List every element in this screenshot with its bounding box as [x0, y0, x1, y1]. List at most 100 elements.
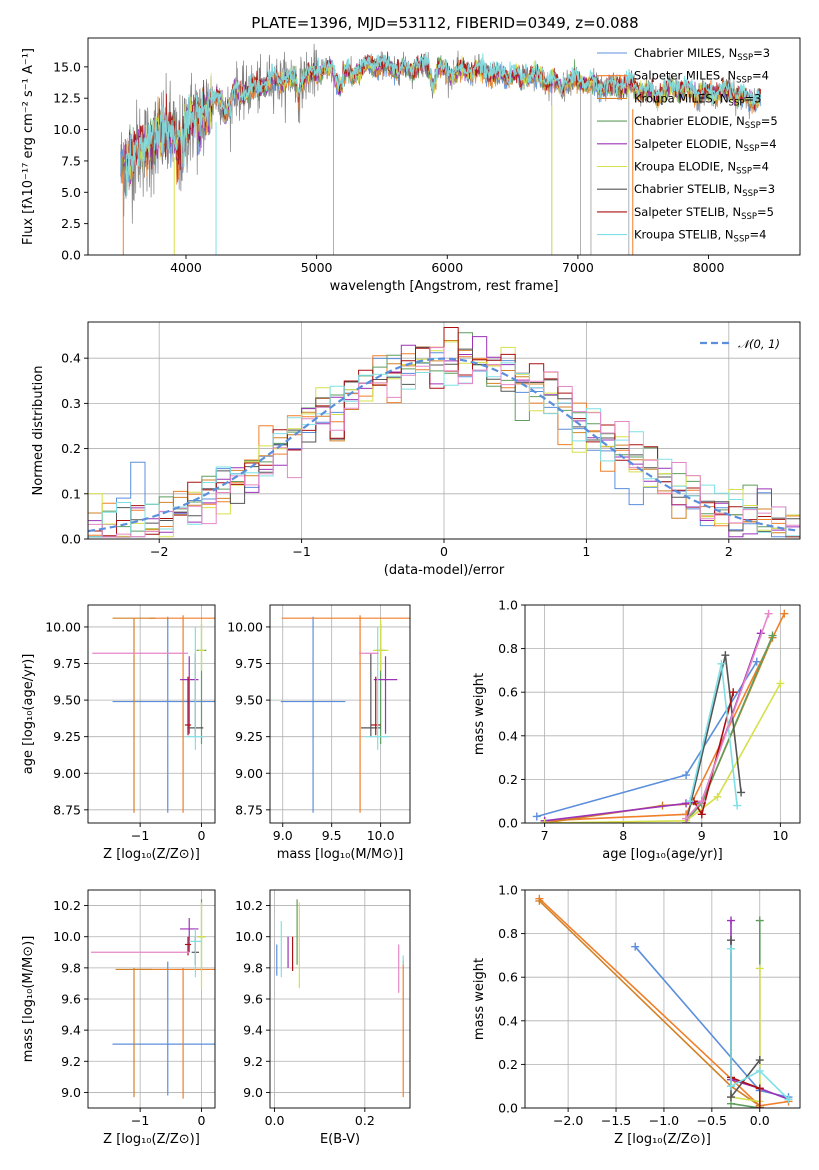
y-tick-label: 5.0	[61, 185, 81, 200]
plot-area	[92, 615, 215, 813]
y-tick-label: 8.75	[235, 802, 263, 817]
x-axis-label: Z [log₁₀(Z/Z⊙)]	[614, 1132, 711, 1147]
plot-area	[276, 899, 404, 1098]
x-tick-label: −1	[131, 828, 149, 843]
y-tick-label: 9.4	[61, 1023, 81, 1038]
panel-massweight_vs_Z: −2.0 −1.5 −1.0 −0.5 0.0 0.0 0.2 0.4 0.6 0.8 1.0 Z […	[472, 883, 801, 1147]
y-tick-label: 9.50	[235, 693, 263, 708]
axes-frame	[269, 889, 411, 1109]
axes-frame	[524, 889, 801, 1109]
y-tick-label: 0.4	[61, 351, 81, 366]
series-marker	[682, 814, 691, 823]
y-tick-label: 10.00	[227, 619, 263, 634]
axes-frame	[87, 321, 801, 540]
legend-entry: Salpeter MILES, NSSP=4	[634, 69, 769, 86]
y-tick-label: 0.3	[61, 396, 81, 411]
series-marker	[713, 792, 722, 801]
y-tick-label: 9.25	[53, 729, 81, 744]
errorbar-point	[281, 615, 410, 813]
x-tick-label: 8	[619, 828, 627, 843]
y-tick-label: 10.0	[53, 929, 81, 944]
x-tick-label: 9.0	[273, 828, 293, 843]
y-tick-label: 9.0	[61, 1085, 81, 1100]
series-line	[730, 948, 790, 1100]
y-tick-label: 10.0	[53, 122, 81, 137]
x-tick-label: 1	[582, 544, 590, 559]
legend-entry: Salpeter STELIB, NSSP=5	[634, 205, 774, 222]
series-line	[544, 683, 782, 823]
x-tick-label: 9	[698, 828, 706, 843]
series-marker	[686, 797, 694, 806]
y-tick-label: 10.00	[45, 619, 81, 634]
y-tick-label: 0.0	[498, 1101, 518, 1116]
y-tick-label: 9.6	[243, 992, 263, 1007]
panel-age_vs_mass: 9.0 9.5 10.0 8.75 9.00 9.25 9.50 9.75 10.00 mass …	[227, 604, 411, 862]
y-tick-label: 9.2	[243, 1054, 263, 1069]
normal-reference-line	[88, 357, 798, 533]
y-tick-label: 9.8	[243, 960, 263, 975]
y-tick-label: 9.0	[243, 1085, 263, 1100]
series-marker	[733, 801, 742, 810]
x-tick-label: 0.0	[750, 1113, 770, 1128]
series-marker	[755, 916, 764, 925]
y-tick-label: 0.6	[498, 685, 518, 700]
series-marker	[764, 609, 773, 618]
x-tick-label: −1.5	[601, 1113, 631, 1128]
errorbar-point	[197, 902, 206, 989]
series-marker	[727, 936, 736, 945]
plot-area	[91, 899, 215, 1099]
y-axis-label: Flux [fλ10⁻¹⁷ erg cm⁻² s⁻¹ A⁻¹]	[21, 48, 36, 245]
figure-title: PLATE=1396, MJD=53112, FIBERID=0349, z=0…	[251, 14, 638, 32]
series-marker	[535, 896, 544, 905]
y-tick-label: 9.75	[235, 656, 263, 671]
series-marker	[755, 1104, 764, 1108]
errorbar-point	[134, 967, 215, 1099]
legend-entry: Chabrier STELIB, NSSP=3	[634, 182, 775, 199]
series-line	[544, 613, 786, 822]
y-tick-label: 1.0	[498, 598, 518, 613]
errorbar-point	[198, 619, 205, 671]
axes-frame	[87, 604, 216, 824]
x-tick-label: −0.5	[697, 1113, 727, 1128]
series-marker	[755, 964, 764, 973]
y-axis-label: mass [log₁₀(M/M⊙)]	[21, 936, 36, 1063]
series-marker	[768, 631, 777, 640]
panel-age_vs_Z: −1 0 8.75 9.00 9.25 9.50 9.75 10.00 Z [log₁₀(Z/Z…	[21, 604, 216, 862]
series-marker	[755, 1066, 764, 1075]
errorbar-point	[115, 967, 153, 1098]
errorbar-point	[189, 928, 202, 978]
series-marker	[682, 771, 691, 780]
y-tick-label: 0.4	[498, 1013, 518, 1028]
plot-area	[88, 327, 800, 539]
series-marker	[727, 916, 736, 925]
y-axis-label: mass weight	[472, 673, 487, 755]
y-axis-label: age [log₁₀(age/yr)]	[21, 654, 36, 775]
y-axis-label: mass weight	[472, 958, 487, 1040]
series-marker	[727, 944, 736, 953]
x-tick-label: 10.0	[367, 828, 395, 843]
y-tick-label: 9.75	[53, 656, 81, 671]
series-marker	[532, 812, 541, 821]
series-marker	[727, 1093, 736, 1102]
y-axis-label: Normed distribution	[31, 366, 46, 496]
series-marker	[697, 797, 706, 806]
x-tick-label: 0.0	[265, 1113, 285, 1128]
y-tick-label: 2.5	[61, 216, 81, 231]
x-tick-label: 0	[198, 1113, 206, 1128]
errorbar-point	[186, 626, 205, 750]
y-tick-label: 9.6	[61, 992, 81, 1007]
series-marker	[755, 1084, 764, 1093]
errorbar-point	[280, 616, 346, 813]
x-axis-label: (data-model)/error	[384, 563, 505, 578]
legend-entry: Chabrier ELODIE, NSSP=5	[634, 114, 778, 131]
y-tick-label: 0.4	[498, 728, 518, 743]
plot-area	[280, 615, 410, 813]
series-marker	[631, 942, 640, 951]
legend-entry: Kroupa STELIB, NSSP=4	[634, 228, 766, 245]
y-tick-label: 0.6	[498, 970, 518, 985]
panel-mass_vs_ebv: 0.0 0.2 9.0 9.2 9.4 9.6 9.8 10.0 10.2 E(B-V)	[235, 889, 411, 1147]
x-tick-label: 5000	[301, 260, 333, 275]
x-tick-label: 10	[772, 828, 788, 843]
legend-entry: Chabrier MILES, NSSP=3	[634, 46, 770, 63]
series-marker	[721, 651, 730, 660]
